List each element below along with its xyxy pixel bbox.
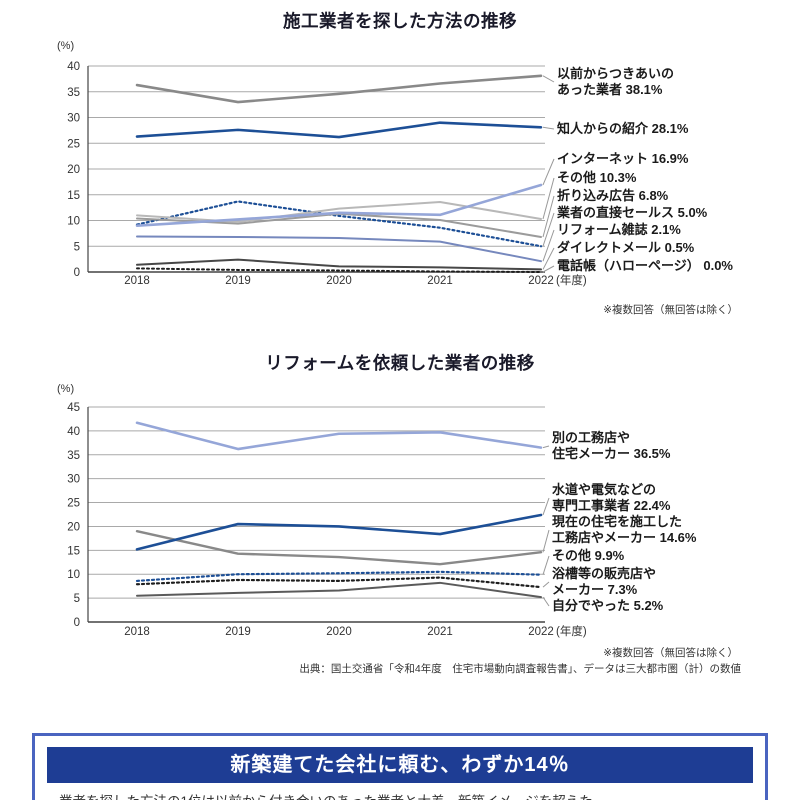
svg-text:(年度): (年度) (556, 273, 587, 287)
svg-text:5: 5 (74, 241, 80, 253)
svg-text:15: 15 (67, 545, 80, 557)
svg-text:2021: 2021 (427, 626, 453, 638)
series-label-0-3: その他 10.3% (557, 170, 637, 185)
chart2-y-unit: (%) (57, 383, 75, 395)
series-label-0-5: 業者の直接セールス 5.0% (557, 205, 708, 220)
svg-text:2020: 2020 (326, 626, 352, 638)
svg-text:2021: 2021 (427, 275, 453, 287)
source-citation: 出典：国土交通省「令和4年度 住宅市場動向調査報告書」、データは三大都市圏（計）… (299, 663, 741, 675)
svg-text:25: 25 (67, 138, 80, 150)
svg-text:5: 5 (74, 593, 80, 605)
svg-text:2018: 2018 (124, 626, 150, 638)
callout-box: 新築建てた会社に頼む、わずか14％ 業者を探した方法の1位は以前から付き合いのあ… (32, 733, 768, 800)
svg-text:2022: 2022 (528, 275, 554, 287)
chart2-title: リフォームを依頼した業者の推移 (265, 353, 535, 373)
svg-text:35: 35 (67, 87, 80, 99)
series-label-0-2: インターネット 16.9% (557, 151, 689, 166)
series-label-1-4: 浴槽等の販売店や メーカー 7.3% (552, 566, 657, 597)
svg-text:10: 10 (67, 216, 80, 228)
series-label-1-3: その他 9.9% (552, 548, 625, 563)
chart1-note: ※複数回答（無回答は除く） (603, 304, 738, 316)
series-label-0-0: 以前からつきあいの あった業者 38.1% (557, 66, 675, 97)
contractors-chart-canvas: 0 5 10 15 20 25 30 35 40 45 2018 2019 2020 2021 2022 (年… (67, 402, 587, 638)
svg-text:45: 45 (67, 402, 80, 414)
svg-text:2020: 2020 (326, 275, 352, 287)
svg-text:2019: 2019 (225, 626, 251, 638)
svg-text:(年度): (年度) (556, 624, 587, 638)
svg-text:10: 10 (67, 569, 80, 581)
series-label-1-1: 水道や電気などの 専門工事業者 22.4% (552, 482, 671, 513)
callout-body: 業者を探した方法の1位は以前から付き合いのあった業者と大差、新築イメージを超えた (59, 790, 741, 800)
callout-heading: 新築建てた会社に頼む、わずか14％ (47, 747, 753, 783)
series-label-0-4: 折り込み広告 6.8% (557, 188, 669, 203)
svg-text:20: 20 (67, 521, 80, 533)
chart1-y-unit: (%) (57, 40, 75, 52)
series-label-0-1: 知人からの紹介 28.1% (557, 121, 689, 136)
svg-text:0: 0 (74, 617, 80, 629)
svg-text:2019: 2019 (225, 275, 251, 287)
svg-text:20: 20 (67, 164, 80, 176)
chart1-title: 施工業者を探した方法の推移 (283, 11, 517, 31)
svg-text:30: 30 (67, 113, 80, 125)
series-label-1-2: 現在の住宅を施工した 工務店やメーカー 14.6% (552, 514, 697, 545)
svg-text:2018: 2018 (124, 275, 150, 287)
svg-text:15: 15 (67, 190, 80, 202)
svg-text:25: 25 (67, 498, 80, 510)
svg-text:30: 30 (67, 474, 80, 486)
svg-text:2022: 2022 (528, 626, 554, 638)
series-label-1-5: 自分でやった 5.2% (552, 598, 664, 613)
chart2-note: ※複数回答（無回答は除く） (603, 647, 738, 659)
svg-text:0: 0 (74, 267, 80, 279)
series-label-0-6: リフォーム雑誌 2.1% (557, 222, 681, 237)
series-label-0-8: 電話帳（ハローページ） 0.0% (557, 258, 733, 273)
svg-text:40: 40 (67, 426, 80, 438)
svg-text:35: 35 (67, 450, 80, 462)
svg-text:40: 40 (67, 61, 80, 73)
series-label-0-7: ダイレクトメール 0.5% (557, 240, 695, 255)
methods-chart-canvas: 0 5 10 15 20 25 30 35 40 2018 2019 2020 2021 2022 (年度) (67, 61, 587, 287)
series-label-1-0: 別の工務店や 住宅メーカー 36.5% (552, 430, 671, 461)
